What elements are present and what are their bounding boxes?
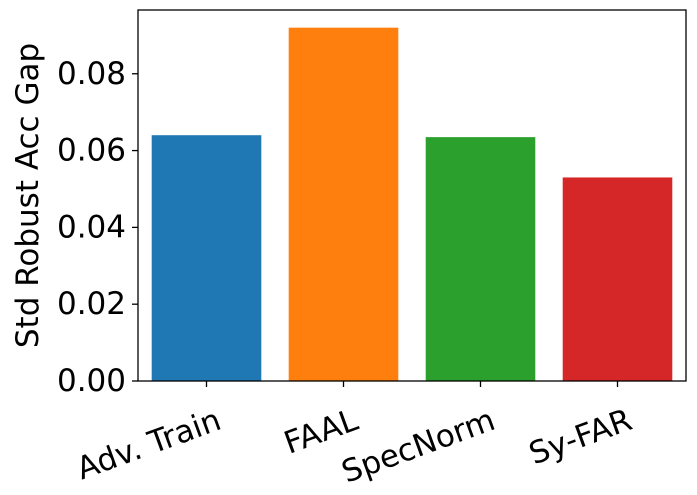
plot-frame — [137, 9, 687, 382]
bar-faal — [288, 27, 399, 382]
bar-sy-far — [562, 177, 673, 381]
y-tick-label: 0.04 — [57, 209, 126, 245]
bars-group — [151, 27, 673, 382]
bar-adv-train — [151, 135, 262, 381]
y-axis-label: Std Robust Acc Gap — [10, 43, 46, 348]
x-tick-label: Sy-FAR — [524, 402, 636, 472]
y-tick-label: 0.06 — [57, 133, 126, 169]
bar-specnorm — [425, 137, 536, 381]
x-tick-label: SpecNorm — [337, 402, 500, 491]
x-tick-label: Adv. Train — [72, 402, 226, 487]
y-ticks-group: 0.00 0.02 0.04 0.06 0.08 — [57, 56, 138, 399]
y-tick-label: 0.08 — [57, 56, 126, 92]
y-tick-label: 0.00 — [57, 363, 126, 399]
y-tick-label: 0.02 — [57, 286, 126, 322]
